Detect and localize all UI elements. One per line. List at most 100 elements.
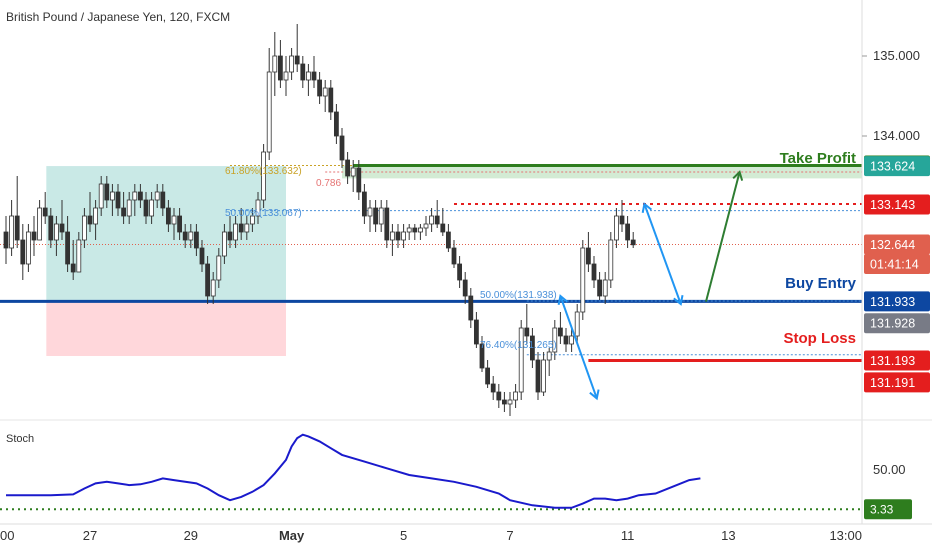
candle (249, 208, 255, 232)
candle-body (76, 239, 82, 273)
candle-body (300, 63, 306, 81)
time-tick-label: 00 (0, 528, 14, 543)
candle (238, 208, 244, 240)
candle (193, 224, 199, 256)
candle (518, 320, 524, 400)
price-badge-label: 01:41:14 (870, 258, 919, 272)
candle-body (339, 135, 345, 161)
candle-body (619, 215, 625, 225)
candle (294, 24, 300, 72)
candle (188, 224, 194, 248)
candle (121, 192, 126, 224)
candle (563, 328, 569, 352)
price-badge: 131.191 (864, 372, 930, 393)
candle (401, 224, 407, 248)
candle (255, 192, 261, 224)
candle-body (412, 227, 418, 233)
candle-body (143, 199, 149, 217)
candle-body (473, 319, 479, 345)
candle (345, 152, 351, 184)
candle (210, 272, 216, 304)
time-tick-label: 27 (83, 528, 97, 543)
candle-body (378, 207, 384, 225)
candle-body (126, 199, 132, 217)
candle-body (608, 239, 614, 281)
candle (389, 224, 395, 256)
price-badge: 133.143 (864, 194, 930, 215)
price-badge: 01:41:14 (864, 254, 930, 274)
candle (373, 200, 379, 232)
fib-764-label: 76.40%(131.265) (480, 340, 557, 351)
take-profit-arrow-head (732, 170, 744, 181)
candle (87, 192, 93, 232)
price-badge-bg (864, 254, 930, 274)
candle-body (244, 223, 250, 233)
price-axis[interactable]: 135.000 134.000 (862, 48, 920, 143)
price-badge-bg (864, 234, 930, 255)
candlestick-series (3, 24, 636, 416)
candle (625, 216, 630, 248)
candle-body (367, 207, 373, 217)
candle (322, 80, 328, 112)
candle (513, 384, 518, 408)
candle-body (188, 231, 194, 241)
candle-body (289, 55, 295, 73)
candle-body (361, 191, 367, 217)
stoch-line (6, 433, 701, 509)
blue-arrow-down-left-head (557, 294, 568, 306)
candle (20, 224, 26, 280)
candle (93, 200, 98, 240)
price-badge-label: 131.191 (870, 376, 915, 390)
candle (266, 48, 272, 160)
candle-body (25, 231, 31, 265)
candle-body (110, 191, 115, 201)
candle-body (54, 223, 59, 241)
candle (468, 288, 474, 328)
candle (434, 200, 440, 228)
candle (417, 224, 423, 240)
candle (541, 352, 546, 396)
candle-body (558, 327, 563, 337)
fib-50-upper-label: 50.00%(133.067) (225, 208, 302, 219)
price-badge-bg (864, 194, 930, 215)
candle (485, 360, 491, 388)
candle-body (255, 199, 261, 217)
blue-arrow-down-right-head (673, 294, 684, 306)
price-badge-label: 133.143 (870, 198, 915, 212)
candle-body (468, 295, 474, 321)
candle-body (311, 71, 317, 81)
time-tick-label: 7 (506, 528, 513, 543)
candle-body (530, 335, 535, 361)
blue-arrow-down-left-head (589, 389, 600, 401)
time-tick-label: 11 (621, 528, 635, 543)
candle (82, 208, 87, 248)
candle (154, 184, 160, 208)
candle (395, 224, 401, 248)
candle (328, 80, 334, 120)
price-badge-label: 131.193 (870, 354, 915, 368)
candle (143, 192, 149, 224)
price-badges: 133.631133.624133.143132.64401:41:14131.… (864, 155, 930, 393)
candle (65, 216, 70, 272)
candle-body (457, 263, 463, 281)
price-tick-label: 134.000 (873, 128, 920, 143)
candle-body (317, 79, 323, 97)
candle-body (356, 167, 362, 193)
time-axis[interactable]: 00 27 29 May 5 7 11 13 13:00 (0, 528, 862, 543)
candle-body (177, 215, 183, 233)
time-tick-label: 29 (184, 528, 198, 543)
candle-body (546, 351, 552, 361)
candle (473, 312, 479, 348)
fib-50-lower-label: 50.00%(131.938) (480, 290, 557, 301)
candle-body (429, 215, 435, 225)
candle (440, 208, 446, 236)
candle-body (98, 183, 104, 209)
price-badge-bg (864, 350, 930, 371)
price-badge: 133.624 (864, 156, 930, 177)
candle (524, 304, 530, 344)
candle-body (350, 167, 356, 177)
buy-entry-label: Buy Entry (785, 275, 857, 292)
candle-body (272, 55, 278, 73)
candle (216, 248, 222, 288)
